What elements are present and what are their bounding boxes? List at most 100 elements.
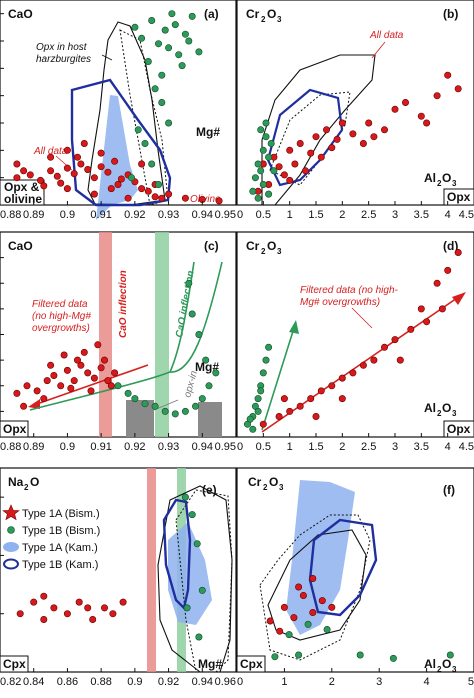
panel-d-box-text: Opx xyxy=(447,422,471,436)
panel-a-red-point-16 xyxy=(138,185,146,193)
panel-d-red-point-16 xyxy=(444,266,452,274)
legend-type-1b-bism: Type 1B (Bism.) xyxy=(22,525,100,537)
panel-e-xtick-label: 0.86 xyxy=(57,676,78,688)
panel-b-red-point-9 xyxy=(338,119,346,127)
panel-b-red-point-13 xyxy=(301,167,309,175)
panel-c-green-trend xyxy=(29,261,195,411)
panel-c-points xyxy=(13,279,220,418)
panel-e-dotted-outline xyxy=(175,489,233,673)
panel-d-filtered-1: Filtered data (no high- xyxy=(300,285,399,296)
panel-a-title: CaO xyxy=(8,7,33,21)
panel-d-xtick-label: 4 xyxy=(445,441,451,453)
panel-c-red-point-10 xyxy=(90,374,98,382)
panel-a-green-point-21 xyxy=(158,99,166,107)
panel-e: Na 2 O (e) Mg# Cpx Type 1A (Bism.) Type … xyxy=(0,467,237,688)
panel-b-box-text: Opx xyxy=(447,190,471,204)
panel-f: Cr 2 O 3 (f) Al 2 O 3 Cpx 0 1 2 3 4 5 xyxy=(236,467,474,688)
panel-a-xtick-label: 0.93 xyxy=(158,209,179,221)
panel-d-label: (d) xyxy=(443,239,458,253)
panel-c-red-point-13 xyxy=(111,369,119,377)
panel-c-opx-in-leader xyxy=(153,399,179,411)
panel-b-title-mid: O xyxy=(267,7,276,21)
panel-a-green-point-8 xyxy=(144,57,152,65)
panel-b-red-point-10 xyxy=(349,130,357,138)
panel-d-red-point-3 xyxy=(296,402,304,410)
panel-a-red-point-21 xyxy=(80,140,88,148)
panel-e-xtick-label: 0.82 xyxy=(0,676,21,688)
panel-a-green-point-9 xyxy=(158,71,166,79)
panel-b-ticks: 0 0.5 1 1.5 2 2.5 3 3.5 4 4.5 xyxy=(236,201,474,221)
panel-b-title-sub1: 2 xyxy=(261,15,266,24)
panel-e-label: (e) xyxy=(202,483,217,497)
panel-c-red-point-6 xyxy=(63,366,71,374)
panel-f-red-point-6 xyxy=(328,603,336,611)
panel-c-red-point-1 xyxy=(23,382,31,390)
panel-d-green-point-7 xyxy=(265,343,273,351)
panel-c-filtered-3: overgrowths) xyxy=(32,323,90,334)
panel-e-title-main: Na xyxy=(8,475,24,489)
panel-e-xtick-label: 0.88 xyxy=(90,676,111,688)
panel-a-green-point-11 xyxy=(171,21,179,29)
panel-a-xtick-label: 0.95 xyxy=(215,209,236,221)
panel-f-red-point-9 xyxy=(309,574,317,582)
panel-a-red-point-17 xyxy=(144,187,152,195)
panel-c-green-point-15 xyxy=(185,279,193,287)
panel-a-box xyxy=(0,179,45,206)
panel-e-box xyxy=(0,655,29,673)
panel-f-red-point-3 xyxy=(299,591,307,599)
panel-d-xtick-label: 2 xyxy=(339,441,345,453)
legend-blue-outline-icon xyxy=(3,558,19,570)
panel-d-red-point-17 xyxy=(454,249,462,257)
panel-a-mg-label: Mg# xyxy=(196,125,220,139)
panel-a-green-point-19 xyxy=(155,181,163,189)
panel-b-red-point-26 xyxy=(286,176,294,184)
panel-c-green-point-5 xyxy=(161,407,169,415)
panel-c-frame xyxy=(0,231,237,438)
panel-c-red-point-17 xyxy=(60,351,68,359)
panel-d: Cr 2 O 3 (d) Filtered data (no high- Mg#… xyxy=(236,231,474,453)
panel-c-red-point-22 xyxy=(107,382,115,390)
panel-b-green-point-9 xyxy=(254,194,262,202)
panel-c-red-point-20 xyxy=(67,384,75,392)
panel-a-red-point-31 xyxy=(63,185,71,193)
panel-f-red-point-8 xyxy=(276,627,284,635)
panel-c-mg-label: Mg# xyxy=(195,360,219,374)
panel-c-green-point-11 xyxy=(212,369,220,377)
panel-d-filtered-2: Mg# overgrowths) xyxy=(300,297,380,308)
panel-e-green-point-4 xyxy=(195,633,203,641)
panel-a-red-point-18 xyxy=(151,193,159,201)
panel-e-xtick-label: 0.96 xyxy=(215,676,236,688)
panel-d-red-point-0 xyxy=(259,420,267,428)
panel-d-red-point-13 xyxy=(407,325,415,333)
panel-e-xtick-label: 0.84 xyxy=(23,676,44,688)
panel-a-red-point-35 xyxy=(138,160,146,168)
panel-b-label: (b) xyxy=(443,7,458,21)
panel-c-red-point-16 xyxy=(94,341,102,349)
panel-a-red-point-22 xyxy=(97,149,105,157)
panel-b-dotted-outline xyxy=(269,91,351,186)
panel-a-green-point-22 xyxy=(188,12,196,20)
panel-a-green-point-20 xyxy=(165,119,173,127)
panel-a-red-point-7 xyxy=(77,160,85,168)
panel-c-red-band xyxy=(99,232,112,437)
panel-f-label: (f) xyxy=(443,483,455,497)
panel-a-green-point-14 xyxy=(185,37,193,45)
panel-a-box-line2: olivine xyxy=(4,192,42,206)
panel-b-red-point-18 xyxy=(391,105,399,113)
panel-d-red-point-10 xyxy=(370,356,378,364)
panel-c-title: CaO xyxy=(8,239,33,253)
panel-e-box-text: Cpx xyxy=(3,657,26,671)
panel-b-green-point-12 xyxy=(257,126,265,134)
panel-c-green-point-6 xyxy=(171,410,179,418)
panel-a-xtick-label: 0.94 xyxy=(192,209,213,221)
panel-a-red-point-24 xyxy=(13,160,21,168)
panel-a-xtick-label: 0.9 xyxy=(60,209,75,221)
panel-d-red-point-9 xyxy=(359,361,367,369)
panel-b-points xyxy=(249,71,462,202)
panel-d-filtered-leader xyxy=(351,307,373,329)
panel-d-xtick-label: 1 xyxy=(287,441,293,453)
panel-c-cao-inflection-green: CaO inflection xyxy=(174,270,197,339)
panel-b-red-point-27 xyxy=(359,140,367,148)
panel-a-green-point-12 xyxy=(151,85,159,93)
panel-d-red-point-11 xyxy=(380,343,388,351)
